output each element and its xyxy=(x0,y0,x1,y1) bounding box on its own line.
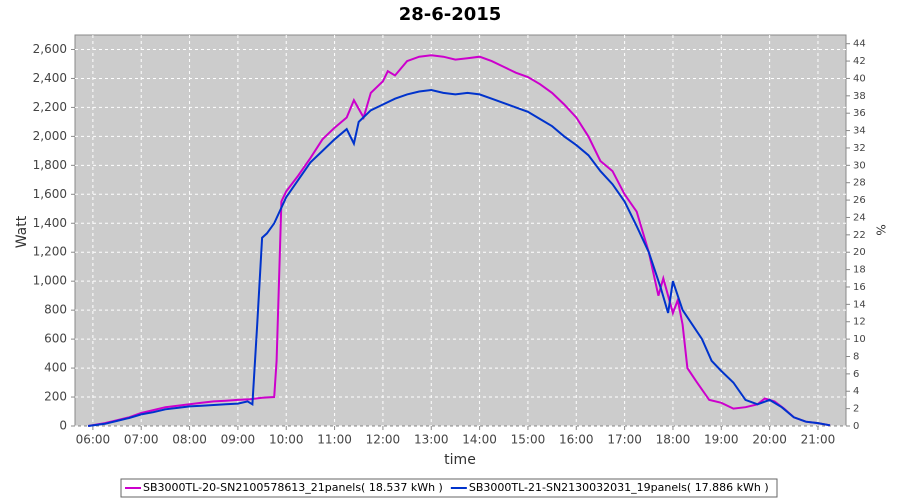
x-tick-label: 19:00 xyxy=(704,433,739,447)
legend-label: SB3000TL-20-SN2100578613_21panels( 18.53… xyxy=(143,481,443,494)
series-line xyxy=(87,54,831,427)
y2-tick-label: 6 xyxy=(853,369,859,380)
x-tick-label: 07:00 xyxy=(124,433,159,447)
y-tick-label: 2,000 xyxy=(33,129,67,143)
x-tick-label: 12:00 xyxy=(366,433,401,447)
y2-tick-label: 0 xyxy=(853,421,859,432)
y2-tick-label: 4 xyxy=(853,386,859,397)
y-tick-label: 1,200 xyxy=(33,245,67,259)
x-tick-label: 09:00 xyxy=(221,433,256,447)
y2-tick-label: 36 xyxy=(853,108,866,119)
x-axis-label: time xyxy=(444,452,476,468)
x-tick-label: 14:00 xyxy=(462,433,497,447)
x-tick-label: 13:00 xyxy=(414,433,449,447)
y2-tick-label: 10 xyxy=(853,334,866,345)
y-tick-label: 1,400 xyxy=(33,216,67,230)
x-tick-label: 11:00 xyxy=(317,433,352,447)
y2-tick-label: 14 xyxy=(853,299,866,310)
y-tick-label: 2,400 xyxy=(33,71,67,85)
chart-title: 28-6-2015 xyxy=(399,4,502,25)
x-tick-label: 18:00 xyxy=(656,433,691,447)
series-line xyxy=(87,88,831,427)
y2-tick-label: 44 xyxy=(853,39,866,50)
y2-tick-label: 30 xyxy=(853,160,866,171)
y-tick-label: 600 xyxy=(44,332,67,346)
y2-tick-label: 40 xyxy=(853,73,866,84)
y2-tick-label: 8 xyxy=(853,351,859,362)
y-axis-label: Watt xyxy=(14,215,30,248)
y2-tick-label: 24 xyxy=(853,212,866,223)
x-tick-label: 10:00 xyxy=(269,433,304,447)
y-tick-label: 1,600 xyxy=(33,187,67,201)
x-tick-label: 06:00 xyxy=(76,433,111,447)
y2-tick-label: 22 xyxy=(853,230,866,241)
y-tick-label: 200 xyxy=(44,390,67,404)
y-tick-label: 2,600 xyxy=(33,42,67,56)
y-tick-label: 800 xyxy=(44,303,67,317)
y-tick-label: 1,800 xyxy=(33,158,67,172)
y2-tick-label: 42 xyxy=(853,56,866,67)
legend-label: SB3000TL-21-SN2130032031_19panels( 17.88… xyxy=(469,481,769,494)
y-tick-label: 0 xyxy=(59,419,67,433)
x-tick-label: 21:00 xyxy=(801,433,836,447)
x-tick-label: 20:00 xyxy=(752,433,787,447)
y2-tick-label: 18 xyxy=(853,265,866,276)
y-tick-label: 1,000 xyxy=(33,274,67,288)
y2-axis-label: % xyxy=(874,224,888,235)
y2-tick-label: 12 xyxy=(853,317,866,328)
plot-area xyxy=(74,34,847,427)
y-tick-label: 2,200 xyxy=(33,100,67,114)
x-tick-label: 16:00 xyxy=(559,433,594,447)
y2-tick-label: 34 xyxy=(853,126,866,137)
y-tick-label: 400 xyxy=(44,361,67,375)
x-tick-label: 15:00 xyxy=(511,433,546,447)
y2-tick-label: 20 xyxy=(853,247,866,258)
y2-tick-label: 32 xyxy=(853,143,866,154)
legend xyxy=(120,478,778,498)
y2-tick-label: 16 xyxy=(853,282,866,293)
y2-tick-label: 26 xyxy=(853,195,866,206)
y2-tick-label: 2 xyxy=(853,404,859,415)
y2-tick-label: 38 xyxy=(853,91,866,102)
y2-tick-label: 28 xyxy=(853,178,866,189)
x-tick-label: 17:00 xyxy=(607,433,642,447)
x-tick-label: 08:00 xyxy=(172,433,207,447)
